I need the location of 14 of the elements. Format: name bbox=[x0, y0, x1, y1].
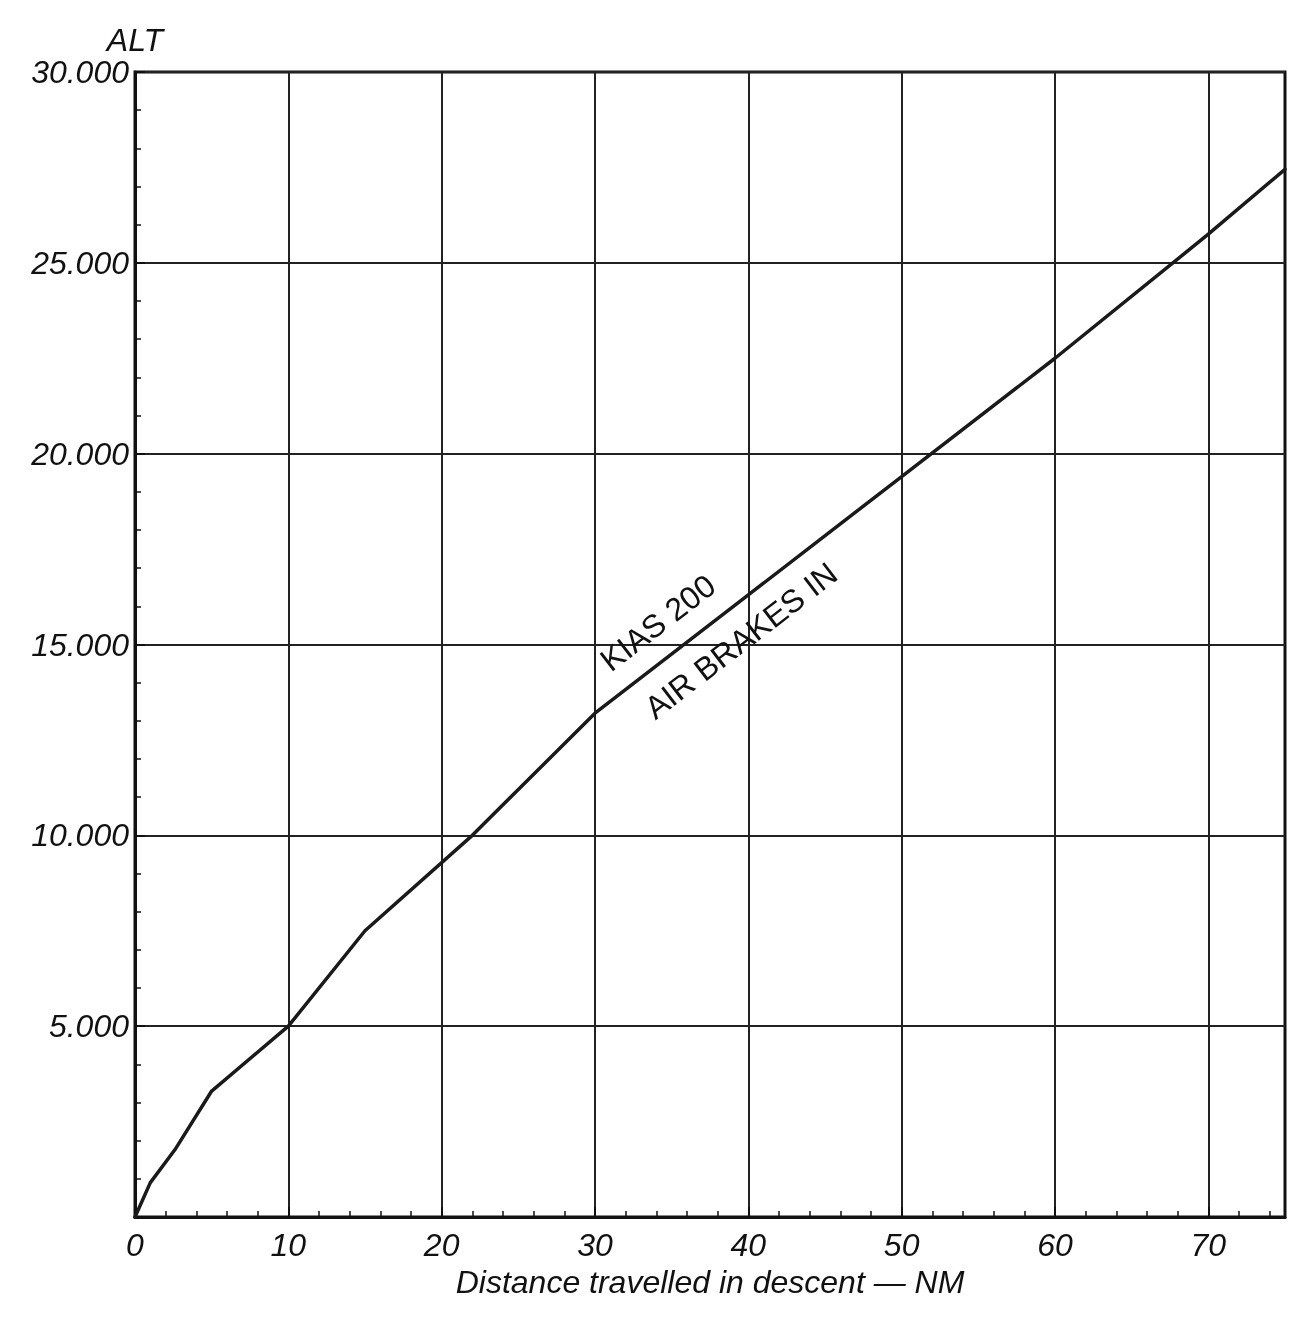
y-tick-label: 25.000 bbox=[30, 244, 130, 281]
x-tick-label: 0 bbox=[126, 1227, 145, 1263]
x-tick-label: 70 bbox=[1190, 1227, 1227, 1263]
x-tick-label: 10 bbox=[270, 1227, 307, 1263]
x-tick-label: 60 bbox=[1037, 1227, 1073, 1263]
x-tick-label: 20 bbox=[422, 1227, 460, 1263]
y-tick-label: 20.000 bbox=[30, 435, 130, 472]
y-tick-label: 15.000 bbox=[31, 626, 130, 663]
y-tick-label: 10.000 bbox=[31, 817, 130, 854]
x-axis-title: Distance travelled in descent — NM bbox=[455, 1263, 965, 1300]
x-tick-label: 50 bbox=[883, 1227, 920, 1263]
x-tick-label: 30 bbox=[577, 1227, 613, 1263]
y-tick-label: 5.000 bbox=[48, 1008, 130, 1045]
x-tick-label: 40 bbox=[730, 1227, 767, 1263]
